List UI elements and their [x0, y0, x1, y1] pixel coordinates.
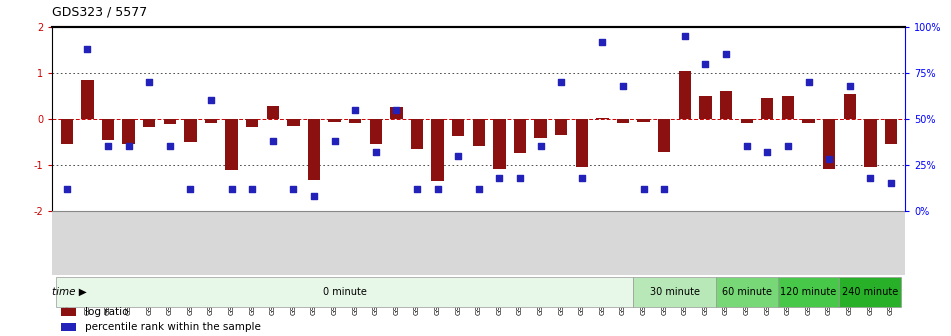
Point — [553, 79, 569, 85]
Bar — [411, 119, 423, 149]
Point — [760, 149, 775, 155]
Text: GDS323 / 5577: GDS323 / 5577 — [52, 5, 147, 18]
Bar — [864, 119, 877, 167]
FancyBboxPatch shape — [716, 277, 778, 307]
Bar — [844, 94, 856, 119]
Point — [327, 138, 342, 144]
Bar — [328, 119, 340, 122]
Point — [265, 138, 281, 144]
Point — [533, 144, 548, 149]
Text: 0 minute: 0 minute — [323, 287, 367, 297]
Point — [162, 144, 177, 149]
Bar — [61, 308, 76, 316]
Point — [347, 107, 362, 112]
Point — [451, 153, 466, 158]
Point — [121, 144, 136, 149]
Text: 120 minute: 120 minute — [781, 287, 837, 297]
FancyBboxPatch shape — [778, 277, 840, 307]
Point — [718, 52, 733, 57]
Point — [513, 175, 528, 180]
Point — [656, 186, 671, 192]
Bar — [575, 119, 588, 167]
Point — [883, 180, 899, 186]
Point — [368, 149, 383, 155]
FancyBboxPatch shape — [633, 277, 716, 307]
Point — [409, 186, 424, 192]
Bar — [514, 119, 526, 153]
Point — [863, 175, 878, 180]
Bar — [823, 119, 835, 169]
Point — [822, 157, 837, 162]
Text: time ▶: time ▶ — [52, 287, 87, 297]
Bar — [102, 119, 114, 139]
Bar — [494, 119, 506, 169]
Point — [285, 186, 301, 192]
Bar — [266, 106, 279, 119]
Bar — [349, 119, 361, 123]
FancyBboxPatch shape — [840, 277, 902, 307]
Bar — [287, 119, 300, 126]
Bar — [555, 119, 568, 135]
Point — [430, 186, 445, 192]
Bar — [884, 119, 897, 144]
Text: 30 minute: 30 minute — [650, 287, 700, 297]
Text: percentile rank within the sample: percentile rank within the sample — [85, 322, 261, 332]
Bar — [61, 119, 73, 144]
Bar — [225, 119, 238, 170]
Bar — [473, 119, 485, 145]
Point — [183, 186, 198, 192]
Bar — [782, 96, 794, 119]
Point — [80, 46, 95, 52]
Point — [780, 144, 795, 149]
Bar — [81, 80, 93, 119]
Bar — [61, 323, 76, 331]
Bar — [534, 119, 547, 138]
Point — [595, 39, 611, 44]
Bar — [308, 119, 320, 180]
Bar — [143, 119, 155, 127]
Point — [59, 186, 74, 192]
Point — [142, 79, 157, 85]
Text: 60 minute: 60 minute — [722, 287, 771, 297]
Point — [389, 107, 404, 112]
Point — [843, 83, 858, 88]
Bar — [184, 119, 197, 142]
Bar — [679, 71, 691, 119]
Bar — [761, 98, 773, 119]
Bar — [432, 119, 444, 181]
Bar — [637, 119, 650, 122]
Bar — [803, 119, 815, 123]
Point — [698, 61, 713, 67]
Text: log ratio: log ratio — [85, 307, 128, 317]
Point — [739, 144, 754, 149]
Bar — [123, 119, 135, 144]
Point — [306, 194, 321, 199]
Bar — [164, 119, 176, 124]
Point — [615, 83, 631, 88]
Point — [574, 175, 590, 180]
Bar — [658, 119, 670, 152]
Bar — [617, 119, 630, 123]
Bar — [370, 119, 382, 144]
Bar — [699, 96, 711, 119]
Point — [223, 186, 239, 192]
Point — [492, 175, 507, 180]
Point — [471, 186, 486, 192]
Point — [636, 186, 651, 192]
Bar — [720, 91, 732, 119]
Bar — [741, 119, 753, 123]
Bar — [452, 119, 464, 136]
Point — [244, 186, 260, 192]
Bar — [204, 119, 217, 123]
Point — [801, 79, 816, 85]
FancyBboxPatch shape — [56, 277, 633, 307]
Bar — [596, 118, 609, 119]
Bar — [246, 119, 259, 127]
Point — [677, 33, 692, 39]
Point — [204, 98, 219, 103]
Point — [100, 144, 116, 149]
Text: 240 minute: 240 minute — [843, 287, 899, 297]
Bar — [390, 108, 402, 119]
